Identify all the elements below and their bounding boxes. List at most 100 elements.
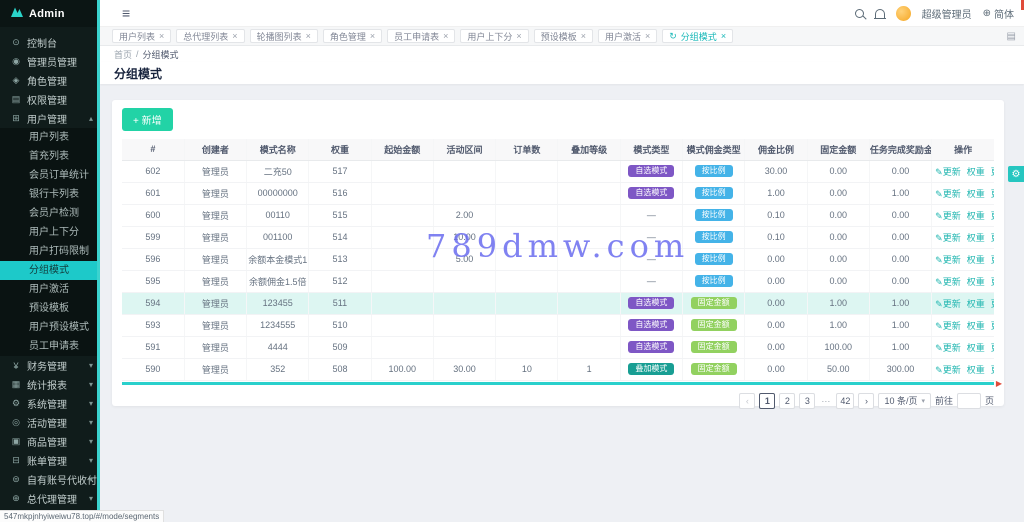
sidebar-subitem[interactable]: 会员订单统计	[29, 170, 89, 181]
close-icon[interactable]: ×	[305, 31, 311, 41]
update-link[interactable]: ✎更新	[935, 276, 961, 287]
update-link[interactable]: ✎更新	[935, 342, 961, 353]
username-label[interactable]: 超级管理员	[921, 9, 972, 21]
close-icon[interactable]: ×	[159, 31, 165, 41]
more-link[interactable]: 更多 ▾	[991, 189, 994, 199]
weight-link[interactable]: 权重	[966, 364, 985, 375]
more-link[interactable]: 更多 ▾	[991, 343, 994, 353]
update-link[interactable]: ✎更新	[935, 254, 961, 265]
sidebar-collapse-icon[interactable]: ≡	[122, 5, 131, 21]
sidebar-subitem[interactable]: 预设模板	[29, 303, 69, 314]
page-button-3[interactable]: 3	[799, 392, 816, 409]
update-link[interactable]: ✎更新	[935, 298, 961, 309]
sidebar-scrollbar[interactable]	[97, 0, 100, 522]
page-ellipsis[interactable]: ···	[821, 395, 831, 406]
close-icon[interactable]: ×	[443, 31, 449, 41]
sidebar-item-goods[interactable]: ▣ 商品管理 ▾	[0, 432, 100, 451]
update-link[interactable]: ✎更新	[935, 320, 961, 331]
page-goto-input[interactable]	[956, 392, 981, 409]
sidebar-subitem[interactable]: 银行卡列表	[29, 189, 79, 200]
page-button-1[interactable]: 1	[759, 392, 776, 409]
update-link[interactable]: ✎更新	[935, 188, 961, 199]
close-icon[interactable]: ×	[516, 31, 522, 41]
search-icon[interactable]	[854, 8, 864, 18]
close-icon[interactable]: ×	[369, 31, 376, 41]
language-selector[interactable]: ⊕ 简体	[983, 6, 1014, 21]
tab-4[interactable]: 角色管理 ×	[322, 29, 383, 43]
page-button-42[interactable]: 42	[836, 392, 855, 409]
weight-link[interactable]: 权重	[966, 320, 985, 331]
weight-link[interactable]: 权重	[966, 342, 985, 353]
tab-1[interactable]: 用户列表 ×	[112, 29, 172, 43]
more-link[interactable]: 更多 ▾	[991, 321, 994, 331]
more-link[interactable]: 更多 ▾	[991, 167, 994, 177]
more-link[interactable]: 更多 ▾	[991, 233, 994, 243]
sidebar-item-agent[interactable]: ⊕ 总代理管理 ▾	[0, 489, 100, 508]
sidebar-item-finance[interactable]: ¥ 财务管理 ▾	[0, 356, 100, 375]
more-link[interactable]: 更多 ▾	[991, 211, 994, 221]
sidebar-subitem[interactable]: 会员户检测	[29, 208, 79, 219]
sidebar-item-permission[interactable]: ▤ 权限管理	[0, 90, 100, 109]
weight-link[interactable]: 权重	[966, 232, 985, 243]
update-link[interactable]: ✎更新	[935, 364, 961, 375]
sidebar-subitem[interactable]: 用户打码限制	[29, 246, 89, 257]
tab-6[interactable]: 用户上下分 ×	[460, 29, 529, 43]
notification-bell-icon[interactable]	[873, 8, 886, 19]
next-page-button[interactable]: ›	[858, 392, 875, 409]
sidebar-subitem[interactable]: 首充列表	[29, 151, 69, 162]
weight-link[interactable]: 权重	[966, 166, 985, 177]
vertical-scrollbar-thumb[interactable]	[1021, 0, 1024, 10]
finance-icon: ¥	[13, 360, 19, 371]
update-link[interactable]: ✎更新	[935, 232, 961, 243]
sidebar-item-stats[interactable]: ▦ 统计报表 ▾	[0, 375, 100, 394]
tab-5[interactable]: 员工申请表 ×	[387, 29, 456, 43]
sidebar-subitem[interactable]: 用户预设模式	[29, 322, 89, 333]
sidebar-subitem[interactable]: 分组模式	[0, 261, 100, 280]
weight-link[interactable]: 权重	[966, 210, 985, 221]
close-icon[interactable]: ×	[720, 31, 727, 41]
sidebar-subitem[interactable]: 员工申请表	[29, 341, 79, 352]
horizontal-scrollbar[interactable]: ▶	[122, 379, 1002, 388]
weight-link[interactable]: 权重	[966, 276, 985, 287]
sidebar-item-billing[interactable]: ⊟ 账单管理 ▾	[0, 451, 100, 470]
sidebar-item-role[interactable]: ◈ 角色管理	[0, 71, 100, 90]
close-icon[interactable]: ×	[232, 31, 238, 41]
page-size-select[interactable]: 10 条/页 ▾	[878, 392, 931, 409]
close-icon[interactable]: ×	[580, 31, 586, 41]
sidebar-subitem[interactable]: 用户激活	[29, 284, 69, 295]
more-link[interactable]: 更多 ▾	[991, 365, 994, 375]
prev-page-button[interactable]: ‹	[739, 392, 756, 409]
chevron-down-icon: ▾	[88, 361, 93, 370]
breadcrumb-home[interactable]: 首页	[114, 49, 133, 60]
update-link[interactable]: ✎更新	[935, 166, 961, 177]
sidebar-item-admin[interactable]: ◉ 管理员管理	[0, 52, 100, 71]
add-button[interactable]: + 新增	[122, 108, 173, 131]
tab-3[interactable]: 轮播图列表 ×	[249, 29, 318, 43]
sidebar-item-dashboard[interactable]: ⊙ 控制台	[0, 33, 100, 52]
tab-8[interactable]: 用户激活 ×	[597, 29, 658, 43]
close-icon[interactable]: ×	[644, 31, 651, 41]
sidebar-subitem[interactable]: 用户上下分	[29, 227, 79, 238]
scroll-right-arrow-icon[interactable]: ▶	[995, 378, 1002, 388]
more-link[interactable]: 更多 ▾	[991, 255, 994, 265]
sidebar-item-payment[interactable]: ⊜ 自有账号代收付 ▾	[0, 470, 100, 489]
weight-link[interactable]: 权重	[966, 254, 985, 265]
sidebar-item-activity[interactable]: ◎ 活动管理 ▾	[0, 413, 100, 432]
tab-9[interactable]: ↻ 分组模式 ×	[662, 29, 734, 43]
page-button-2[interactable]: 2	[779, 392, 796, 409]
weight-link[interactable]: 权重	[966, 188, 985, 199]
sidebar-item-user[interactable]: ⊞ 用户管理 ▴	[0, 109, 100, 128]
sidebar-subitem[interactable]: 用户列表	[29, 132, 69, 143]
cell-mode-type: 叠加模式	[620, 358, 684, 381]
more-link[interactable]: 更多 ▾	[991, 277, 994, 287]
update-link[interactable]: ✎更新	[935, 210, 961, 221]
more-link[interactable]: 更多 ▾	[991, 299, 994, 309]
tab-7[interactable]: 预设模板 ×	[533, 29, 593, 43]
weight-link[interactable]: 权重	[966, 298, 985, 309]
sidebar-item-system[interactable]: ⚙ 系统管理 ▾	[0, 394, 100, 413]
settings-gear-button[interactable]: ⚙	[1008, 166, 1024, 182]
tab-list-icon[interactable]: ▤	[1006, 30, 1016, 42]
tab-2[interactable]: 总代理列表 ×	[176, 29, 245, 43]
avatar[interactable]	[895, 5, 911, 21]
